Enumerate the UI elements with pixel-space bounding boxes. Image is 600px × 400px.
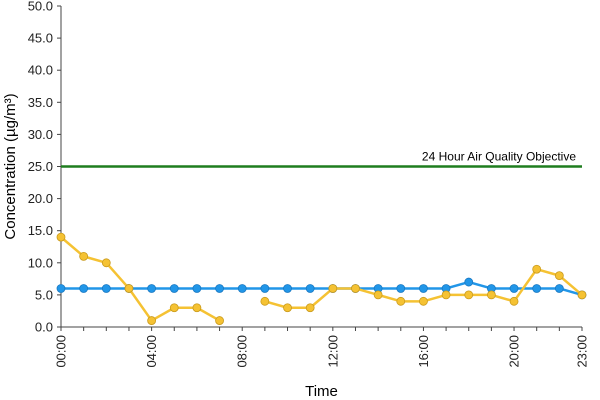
x-axis: 00:00 04:00 08:00 12:00 16:00 20:00 23:00 [54,326,590,368]
data-point [192,303,202,313]
data-point [147,316,157,325]
y-tick-label: 5.0 [35,287,53,302]
x-tick-label: 12:00 [325,335,340,368]
objective-line-group: 24 Hour Air Quality Objective [61,150,582,168]
data-point [169,284,179,293]
data-point [509,296,519,306]
x-tick-label: 04:00 [144,335,159,368]
y-tick-label: 45.0 [28,31,53,46]
x-axis-title: Time [305,383,338,400]
data-point [419,284,428,293]
y-axis-title: Concentration (µg/m³) [2,93,19,239]
data-point [79,251,89,261]
series-1 [56,232,587,325]
y-tick-label: 25.0 [28,159,53,174]
data-point [464,277,474,287]
y-tick-label: 15.0 [28,223,53,238]
data-point [509,284,519,293]
data-point [101,284,111,293]
data-point [396,296,406,306]
y-tick-label: 35.0 [28,95,53,110]
data-point [56,284,66,293]
x-tick-label: 20:00 [507,335,522,368]
data-point [147,284,157,293]
data-point [169,303,179,313]
data-point [56,232,66,242]
data-point [554,271,564,281]
data-point [305,303,315,313]
data-point [260,284,270,293]
x-tick-label: 23:00 [575,335,590,368]
data-point [283,303,292,313]
data-point [215,284,224,293]
series-group [56,232,587,325]
series-line-0 [61,280,583,297]
series-0 [56,277,587,300]
data-point [396,284,406,293]
x-tick-label: 00:00 [54,335,69,368]
data-point [419,296,428,306]
x-tick-label: 16:00 [416,335,431,368]
data-point [79,284,89,293]
y-tick-label: 30.0 [28,127,53,142]
data-point [124,284,134,293]
data-point [215,316,224,325]
y-tick-label: 10.0 [28,255,53,270]
series-line-1 [60,236,583,322]
data-point [328,284,338,293]
data-point [373,290,383,300]
data-point [101,258,111,268]
data-point [441,290,451,300]
y-tick-label: 20.0 [28,191,53,206]
y-tick-label: 50.0 [28,0,53,14]
data-point [532,264,542,274]
data-point [464,290,474,300]
data-point [554,284,564,293]
y-tick-label: 0.0 [35,320,53,335]
y-tick-label: 40.0 [28,63,53,78]
data-point [192,284,202,293]
data-point [532,284,542,293]
data-point [577,290,587,300]
data-point [237,284,247,293]
data-point [260,296,270,306]
data-point [486,290,496,300]
data-point [283,284,292,293]
x-tick-label: 08:00 [235,335,250,368]
y-axis: 0.0 5.0 10.0 15.0 20.0 25.0 30.0 35.0 40.0 45.0 50… [28,0,62,335]
data-point [305,284,315,293]
data-point [351,284,360,293]
objective-label: 24 Hour Air Quality Objective [422,150,576,164]
